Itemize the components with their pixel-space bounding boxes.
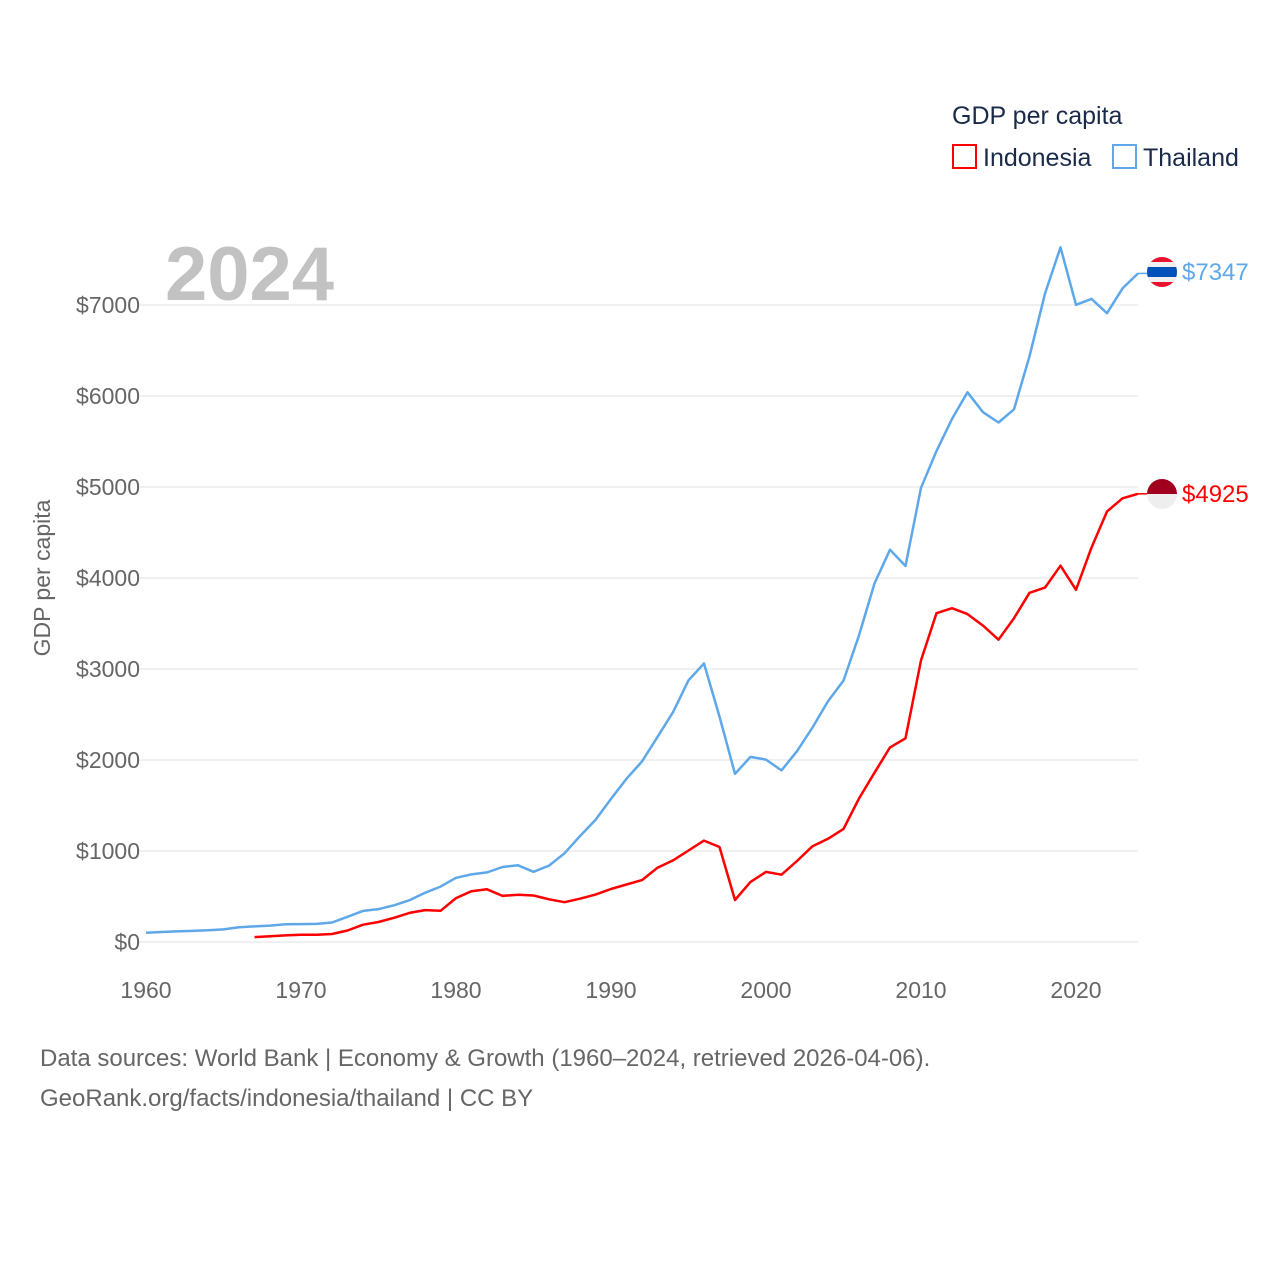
y-tick-label: $2000 <box>76 747 140 773</box>
series-lines <box>145 246 1147 939</box>
y-tick-label: $1000 <box>76 838 140 864</box>
x-tick-label: 1990 <box>585 977 636 1003</box>
x-tick-label: 2020 <box>1050 977 1101 1003</box>
indonesia-flag-icon <box>1147 479 1177 509</box>
x-axis-ticks: 1960 1970 1980 1990 2000 2010 2020 <box>120 977 1101 1003</box>
y-axis-ticks: $0 $1000 $2000 $3000 $4000 $5000 $6000 $7000 <box>76 292 140 955</box>
indonesia-end-label: $4925 <box>1182 481 1249 508</box>
legend-title: GDP per capita <box>952 102 1123 130</box>
x-tick-label: 1970 <box>275 977 326 1003</box>
y-tick-label: $3000 <box>76 656 140 682</box>
footer-attribution[interactable]: GeoRank.org/facts/indonesia/thailand | C… <box>40 1085 534 1112</box>
x-tick-label: 2000 <box>740 977 791 1003</box>
y-tick-label: $6000 <box>76 383 140 409</box>
y-tick-label: $4000 <box>76 565 140 591</box>
legend-label-thailand[interactable]: Thailand <box>1143 144 1239 172</box>
legend-label-indonesia[interactable]: Indonesia <box>983 144 1092 172</box>
legend: GDP per capita Indonesia Thailand <box>952 102 1239 172</box>
x-tick-label: 1960 <box>120 977 171 1003</box>
thailand-flag-icon <box>1147 257 1177 287</box>
footer-sources: Data sources: World Bank | Economy & Gro… <box>40 1045 931 1072</box>
legend-swatch-indonesia[interactable] <box>952 144 977 169</box>
thailand-end-label: $7347 <box>1182 259 1249 286</box>
year-label: 2024 <box>165 232 334 317</box>
gridlines <box>140 304 1138 943</box>
series-line-indonesia <box>254 492 1139 939</box>
y-tick-label: $5000 <box>76 474 140 500</box>
y-tick-label: $0 <box>114 929 140 955</box>
x-tick-label: 1980 <box>430 977 481 1003</box>
series-line-thailand <box>145 246 1139 935</box>
y-axis-label: GDP per capita <box>29 499 55 656</box>
y-tick-label: $7000 <box>76 292 140 318</box>
x-tick-label: 2010 <box>895 977 946 1003</box>
legend-swatch-thailand[interactable] <box>1112 144 1137 169</box>
